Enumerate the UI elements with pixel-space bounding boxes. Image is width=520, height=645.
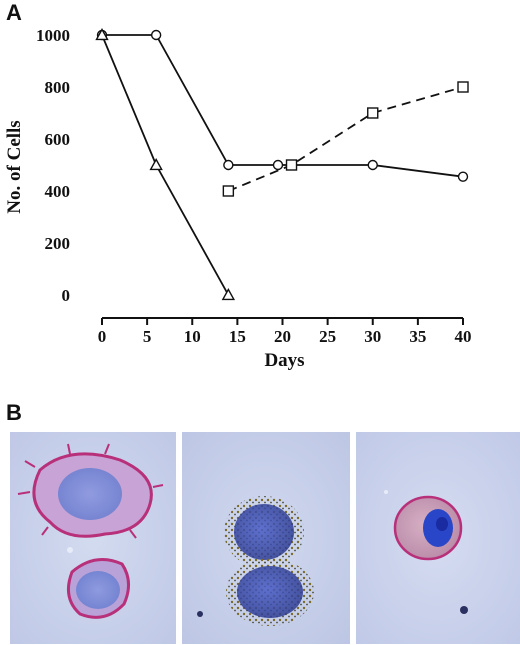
x-axis-label: Days xyxy=(264,350,304,371)
x-tick-label: 35 xyxy=(409,327,426,346)
micrograph-1 xyxy=(10,432,176,644)
data-point-circle xyxy=(272,159,284,171)
x-tick-label: 30 xyxy=(364,327,381,346)
data-point-circle xyxy=(457,171,469,182)
x-tick-label: 20 xyxy=(274,327,291,346)
x-tick-label: 25 xyxy=(319,327,336,346)
x-tick-label: 10 xyxy=(184,327,201,346)
y-tick-label: 0 xyxy=(62,286,71,305)
panel-a-label: A xyxy=(6,0,22,25)
y-tick-label: 600 xyxy=(45,130,71,149)
data-point-circle xyxy=(367,159,378,171)
data-point-square xyxy=(367,107,379,119)
data-point-triangle xyxy=(149,158,163,171)
chart-markers xyxy=(95,28,469,301)
data-point-square xyxy=(222,185,235,197)
chart-labels: 0 5 10 15 20 25 30 35 40 Days 0 200 400 600 800 1000 No.… xyxy=(4,26,472,371)
data-point-triangle xyxy=(221,288,236,301)
series-line-square xyxy=(228,86,464,192)
data-point-circle xyxy=(223,159,234,171)
x-tick-label: 0 xyxy=(98,327,107,346)
x-tick-label: 40 xyxy=(455,327,472,346)
series-line-circle xyxy=(102,34,464,178)
data-point-triangle xyxy=(95,28,109,41)
y-tick-label: 1000 xyxy=(36,26,70,45)
data-point-circle xyxy=(150,29,162,41)
x-tick-label: 5 xyxy=(143,327,152,346)
data-point-square xyxy=(457,81,469,93)
y-tick-label: 200 xyxy=(45,234,71,253)
chart-axes xyxy=(101,317,464,325)
micrograph-2 xyxy=(182,432,350,644)
line-chart: 0 5 10 15 20 25 30 35 40 Days 0 200 400 600 800 1000 No.… xyxy=(4,26,472,371)
x-tick-label: 15 xyxy=(229,327,246,346)
micrograph-3 xyxy=(356,432,520,644)
y-tick-label: 400 xyxy=(45,182,71,201)
y-axis-label: No. of Cells xyxy=(4,120,25,213)
panel-b-label: B xyxy=(6,400,22,425)
data-point-square xyxy=(285,159,298,171)
series-line-triangle xyxy=(101,34,230,296)
y-tick-label: 800 xyxy=(45,78,71,97)
